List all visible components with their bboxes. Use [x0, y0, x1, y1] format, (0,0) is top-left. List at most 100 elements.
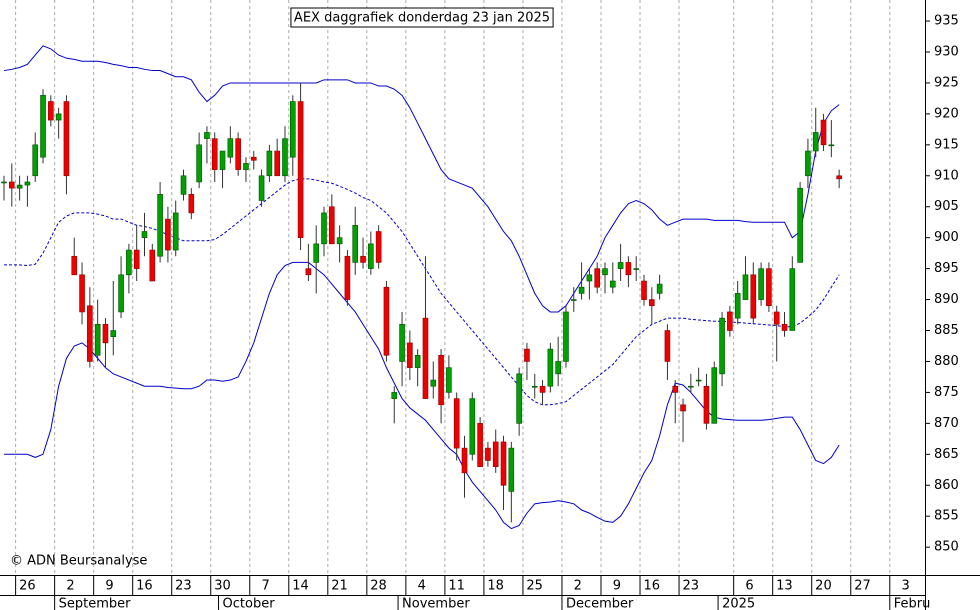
candle-body [352, 224, 359, 263]
y-tick-label: 890 [934, 292, 959, 307]
candle-body [243, 163, 249, 170]
candle-body [734, 293, 741, 319]
candle-body [40, 95, 46, 158]
month-label: Febru [894, 597, 931, 610]
candle-body [508, 447, 515, 492]
y-tick-label: 855 [934, 509, 959, 524]
candle-body [766, 268, 772, 307]
x-tick-label: 7 [261, 579, 269, 594]
bands [3, 45, 840, 530]
candle-body [235, 138, 241, 170]
candle-body [688, 385, 694, 388]
month-label: 2025 [722, 597, 755, 610]
candle-body [742, 274, 749, 300]
candle-body [672, 385, 679, 393]
candle-body [172, 212, 179, 251]
candle-body [469, 398, 476, 455]
candle-body [126, 249, 132, 276]
candle-body [641, 280, 647, 300]
month-label: September [59, 597, 132, 610]
y-tick-label: 880 [934, 354, 959, 369]
candle-body [344, 255, 351, 300]
candle-body [149, 249, 156, 282]
candle-body [305, 268, 312, 276]
candle-body [563, 311, 569, 362]
x-tick-label: 9 [613, 579, 621, 594]
candle-body [649, 299, 655, 307]
candle-body [32, 144, 39, 177]
candle-body [133, 249, 140, 269]
candle-body [430, 379, 437, 387]
x-tick-label: 16 [136, 579, 153, 594]
candle-body [828, 144, 835, 147]
candle-body [87, 305, 93, 362]
y-tick-label: 870 [934, 416, 959, 431]
candle-body [399, 324, 405, 362]
candle-body [453, 398, 460, 449]
candle-body [102, 324, 109, 344]
x-tick-label: 27 [854, 579, 871, 594]
x-tick-label: 2 [574, 579, 582, 594]
y-tick-label: 930 [934, 44, 959, 59]
x-tick-label: 21 [331, 579, 348, 594]
candle-body [188, 194, 195, 214]
candle-body [274, 150, 280, 177]
candle-body [71, 255, 78, 276]
title-box [290, 7, 554, 28]
candle-body [805, 150, 811, 177]
candle-body [524, 348, 530, 362]
y-tick-label: 860 [934, 478, 959, 493]
candle-body [609, 280, 616, 288]
candle-body [375, 231, 382, 263]
candle-body [414, 354, 421, 368]
candle-body [625, 262, 632, 276]
x-tick-label: 2 [66, 579, 74, 594]
y-tick-label: 920 [934, 106, 959, 121]
y-tick-label: 915 [934, 137, 959, 152]
candle-body [266, 150, 273, 177]
candle-body [438, 354, 444, 406]
candle-body [258, 175, 265, 201]
candles [1, 82, 842, 523]
band-line [4, 178, 840, 406]
y-tick-label: 895 [934, 261, 959, 276]
candle-body [289, 101, 296, 158]
candle-body [602, 268, 608, 276]
candle-body [555, 361, 561, 375]
candle-body [531, 385, 538, 388]
candle-body [703, 385, 710, 424]
candle-body [680, 404, 686, 412]
x-tick-label: 26 [19, 579, 36, 594]
y-tick-label: 865 [934, 447, 959, 462]
candle-body [812, 132, 819, 152]
candle-body [617, 262, 624, 269]
x-tick-label: 23 [175, 579, 192, 594]
candle-body [500, 441, 507, 486]
candle-body [570, 299, 577, 301]
candle-body [165, 218, 171, 251]
y-tick-label: 935 [934, 14, 959, 29]
candle-body [664, 330, 671, 362]
candle-body [750, 274, 757, 319]
candle-body [594, 268, 600, 288]
copyright: © ADN Beursanalyse [10, 554, 147, 569]
x-tick-label: 4 [418, 579, 426, 594]
candle-body [48, 101, 54, 121]
candle-body [446, 367, 452, 393]
candle-body [219, 150, 226, 170]
x-tick-label: 30 [214, 579, 231, 594]
candle-body [407, 342, 413, 368]
candle-body [836, 175, 842, 180]
y-tick-label: 850 [934, 540, 959, 555]
candle-body [313, 243, 320, 263]
candle-body [9, 181, 15, 189]
candle-body [633, 268, 640, 270]
x-tick-label: 6 [745, 579, 753, 594]
x-tick-label: 16 [643, 579, 660, 594]
candle-body [204, 132, 210, 139]
y-tick-label: 900 [934, 230, 959, 245]
candle-body [422, 317, 429, 399]
candle-body [656, 283, 663, 294]
